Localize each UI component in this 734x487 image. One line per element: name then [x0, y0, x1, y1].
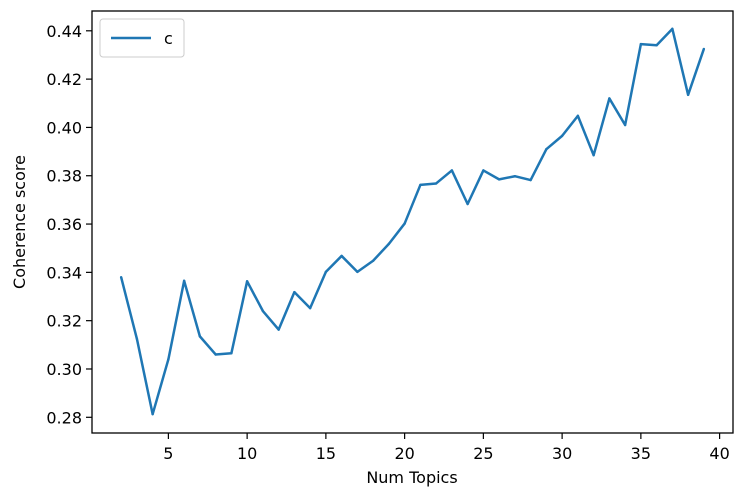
y-tick-label: 0.42	[46, 70, 82, 89]
series-c-point	[167, 358, 170, 361]
series-c-point	[592, 154, 595, 157]
series-c-point	[403, 222, 406, 225]
y-tick-label: 0.36	[46, 215, 82, 234]
series-c-point	[419, 183, 422, 187]
series-c-point	[356, 270, 359, 274]
series-c-point	[135, 337, 139, 340]
x-tick-label: 15	[316, 444, 336, 463]
y-tick-label: 0.30	[46, 360, 82, 379]
x-tick-label: 35	[631, 444, 651, 463]
series-c-point	[513, 175, 517, 178]
series-c-point	[560, 134, 564, 138]
series-c-point	[623, 123, 627, 127]
series-c-point	[702, 47, 706, 51]
series-layer	[119, 27, 706, 416]
legend-series-c-label: c	[164, 29, 173, 48]
series-c-point	[293, 290, 296, 294]
x-axis-label: Num Topics	[366, 468, 457, 487]
series-c-point	[576, 114, 580, 118]
series-c-point	[387, 242, 391, 246]
y-tick-label: 0.38	[46, 167, 82, 186]
y-tick-label: 0.40	[46, 118, 82, 137]
series-c-point	[245, 280, 249, 283]
series-c-point	[261, 309, 265, 313]
series-c-point	[686, 93, 690, 97]
series-c-point	[450, 169, 454, 172]
y-tick-label: 0.28	[46, 408, 82, 427]
series-c-point	[545, 147, 548, 151]
series-c-point	[324, 270, 328, 274]
series-c-point	[434, 182, 438, 185]
x-tick-label: 30	[552, 444, 572, 463]
x-tick-label: 25	[473, 444, 493, 463]
series-c-point	[671, 27, 674, 31]
x-tick-label: 10	[237, 444, 257, 463]
series-c-point	[529, 178, 532, 182]
series-c-point	[277, 328, 280, 331]
series-c-point	[340, 254, 343, 258]
plot-area	[92, 11, 733, 433]
series-c-point	[198, 335, 202, 338]
series-c-point	[608, 97, 611, 100]
series-c-point	[119, 275, 123, 279]
x-ticks: 5 10 15 20 25 30 35 40	[163, 433, 730, 463]
series-c-point	[655, 44, 658, 47]
series-c-line	[119, 27, 706, 416]
x-tick-label: 5	[163, 444, 173, 463]
series-c-point	[308, 306, 312, 310]
x-tick-label: 20	[394, 444, 414, 463]
x-tick-label: 40	[709, 444, 729, 463]
series-c-point	[466, 202, 469, 206]
y-tick-label: 0.32	[46, 312, 82, 331]
series-c-point	[371, 259, 375, 262]
y-axis-label: Coherence score	[10, 155, 29, 289]
plot-frame	[91, 10, 734, 434]
y-ticks: 0.28 0.30 0.32 0.34 0.36 0.38 0.40 0.42 0.44	[46, 22, 92, 427]
series-c-point	[230, 352, 233, 355]
series-c-point	[214, 353, 217, 356]
series-c-point	[639, 42, 643, 46]
series-c-point	[497, 178, 501, 181]
series-c-point	[482, 169, 485, 172]
series-c-point	[182, 279, 186, 283]
legend: c	[99, 18, 185, 58]
series-c-point	[151, 412, 154, 416]
y-tick-label: 0.44	[46, 22, 82, 41]
y-tick-label: 0.34	[46, 263, 82, 282]
